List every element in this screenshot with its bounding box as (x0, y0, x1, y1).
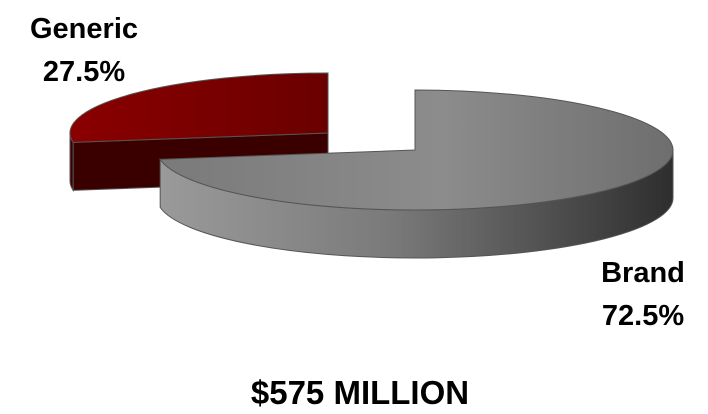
total-label: $575 MILLION (251, 374, 469, 411)
slice-label-generic-name: Generic (30, 13, 138, 45)
pie-slice-generic-top (69, 72, 329, 143)
slice-label-brand-name: Brand (601, 257, 685, 289)
slice-label-brand-value: 72.5% (602, 300, 684, 332)
pie-slice-brand-top (159, 89, 674, 211)
pie-slice-brand (159, 89, 674, 259)
slice-label-generic-value: 27.5% (43, 56, 125, 88)
